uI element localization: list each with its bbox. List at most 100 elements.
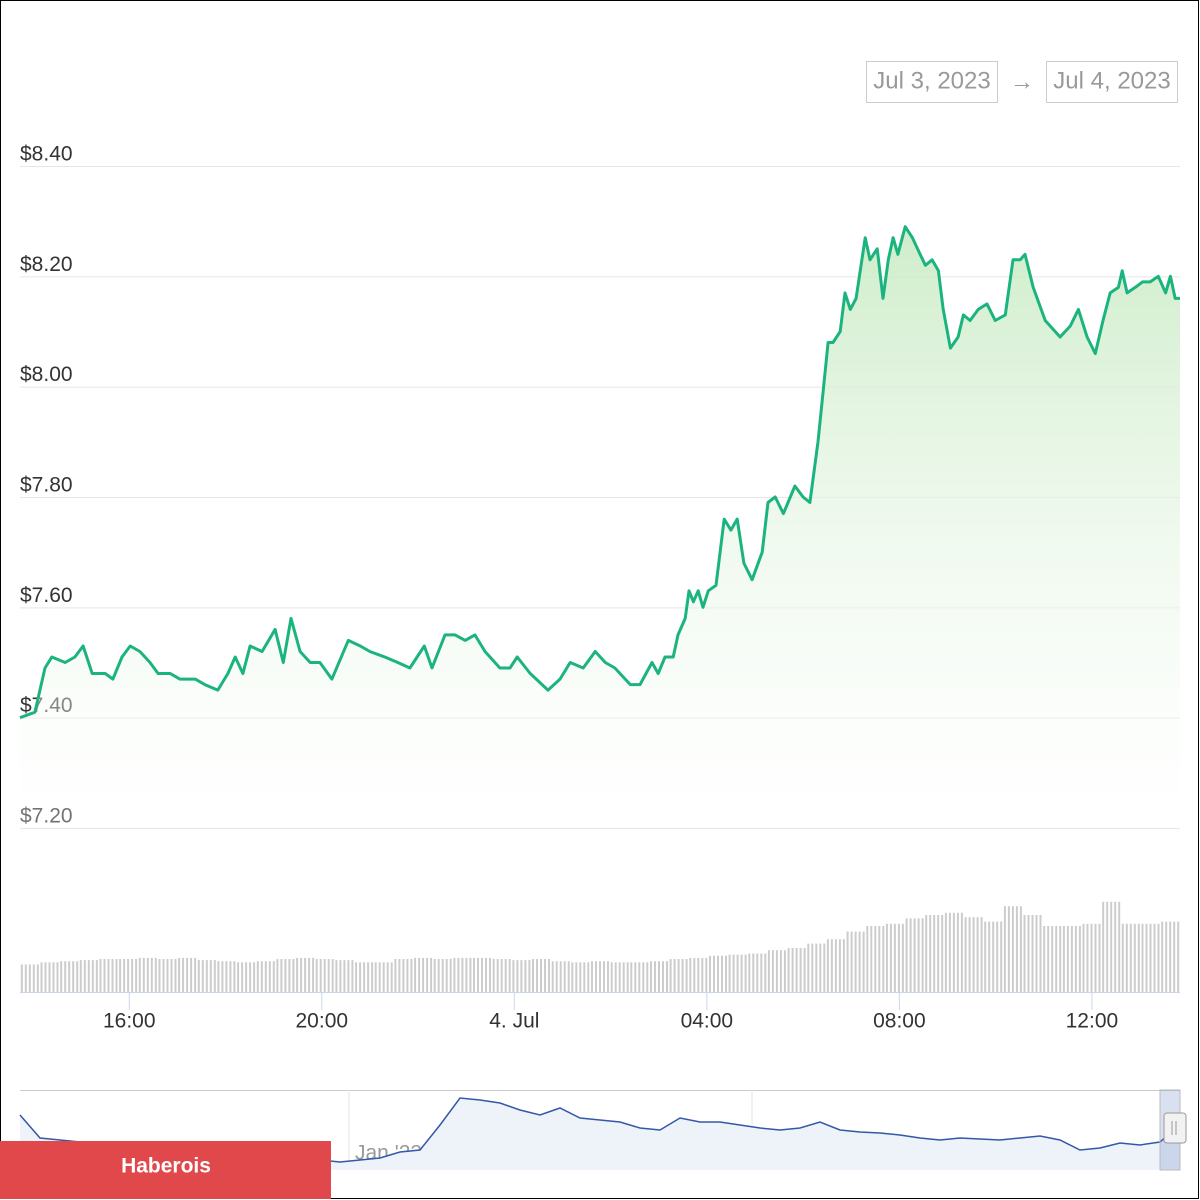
volume-bar [512, 960, 515, 992]
volume-bar [610, 962, 613, 992]
volume-bar [756, 953, 759, 992]
volume-bar [233, 961, 236, 992]
volume-bar [736, 954, 739, 992]
volume-bar [422, 957, 425, 992]
date-from-box[interactable] [866, 61, 998, 103]
volume-bar [1157, 923, 1160, 992]
volume-bar [787, 948, 790, 992]
volume-bar [1145, 923, 1148, 992]
navigator-handle[interactable] [1163, 1112, 1187, 1144]
volume-bar [1027, 915, 1030, 992]
volume-bar [492, 959, 495, 992]
volume-bar [689, 957, 692, 992]
volume-bar [312, 957, 315, 992]
volume-bar [359, 962, 362, 992]
volume-bar [481, 957, 483, 992]
volume-bar [127, 959, 130, 992]
volume-bar [555, 961, 558, 992]
date-to[interactable]: Jul 4, 2023 [1053, 67, 1170, 94]
date-arrow: → [1010, 68, 1034, 95]
volume-bar [893, 923, 896, 992]
volume-bar [666, 961, 668, 992]
volume-bar [944, 912, 947, 992]
volume-bar [933, 915, 936, 992]
volume-bar [791, 948, 794, 992]
volume-bar [1051, 926, 1054, 992]
date-from[interactable]: Jul 3, 2023 [873, 67, 990, 94]
volume-bar [426, 957, 429, 992]
volume-bar [107, 959, 110, 992]
volume-bar [748, 953, 751, 992]
volume-bar [728, 954, 731, 992]
volume-bar [1003, 906, 1006, 992]
volume-bar [984, 921, 987, 992]
x-tick-label: 4. Jul [489, 1010, 539, 1033]
volume-bar [1031, 915, 1034, 992]
volume-bar [897, 923, 900, 992]
navigator-handle-box[interactable] [1163, 1112, 1187, 1144]
date-to-box[interactable] [1046, 61, 1178, 103]
volume-bar [382, 962, 385, 992]
volume-bar [1161, 921, 1164, 992]
volume-bar [245, 962, 248, 992]
volume-bar [225, 961, 228, 992]
volume-bar [95, 960, 98, 992]
volume-bar [292, 959, 295, 992]
volume-bar [288, 959, 291, 992]
volume-bar [595, 961, 597, 992]
volume-bar [673, 959, 676, 992]
volume-bar [854, 931, 857, 992]
volume-bar [528, 960, 531, 992]
price-area [20, 226, 1180, 828]
volume-bar [968, 917, 971, 992]
volume-bar [430, 957, 433, 992]
volume-bar [496, 959, 499, 992]
volume-bar [123, 959, 126, 992]
volume-bar [618, 962, 621, 992]
volume-bar [1062, 926, 1065, 992]
volume-bar [237, 962, 240, 992]
volume-bar [807, 943, 810, 992]
volume-bar [952, 912, 955, 992]
volume-bar [878, 926, 881, 992]
volume-bar [705, 957, 708, 992]
volume-bar [378, 962, 381, 992]
volume-bar [40, 962, 43, 992]
volume-bar [1066, 926, 1069, 992]
volume-bar [693, 957, 696, 992]
volume-bar [1015, 906, 1018, 992]
volume-bar [402, 959, 405, 992]
volume-bar [166, 959, 169, 992]
volume-bar [1011, 906, 1014, 992]
volume-bar [351, 960, 354, 992]
volume-bar [1035, 915, 1038, 992]
volume-bar [1086, 923, 1089, 992]
volume-bar [308, 957, 311, 992]
volume-bar [717, 955, 719, 992]
volume-bar [268, 961, 271, 992]
volume-bar [386, 962, 389, 992]
volume-bar [276, 959, 279, 992]
volume-bar [662, 961, 664, 992]
volume-bar [826, 939, 829, 992]
volume-bar [799, 948, 802, 992]
volume-bar [634, 962, 637, 992]
volume-bar [1106, 901, 1109, 992]
volume-bar [178, 957, 181, 992]
volume-bar [146, 957, 149, 992]
volume-bar [477, 957, 479, 992]
volume-bar [948, 912, 951, 992]
volume-bar [347, 960, 350, 992]
volume-bar [441, 959, 444, 992]
volume-bar [103, 959, 106, 992]
volume-bar [607, 961, 609, 992]
volume-bar [980, 917, 983, 992]
volume-bar [1165, 921, 1168, 992]
volume-bar [256, 961, 259, 992]
volume-bar [83, 960, 86, 992]
volume-bar [823, 943, 826, 992]
volume-bar [36, 964, 39, 992]
volume-bar [1007, 906, 1010, 992]
volume-bar [119, 959, 122, 992]
